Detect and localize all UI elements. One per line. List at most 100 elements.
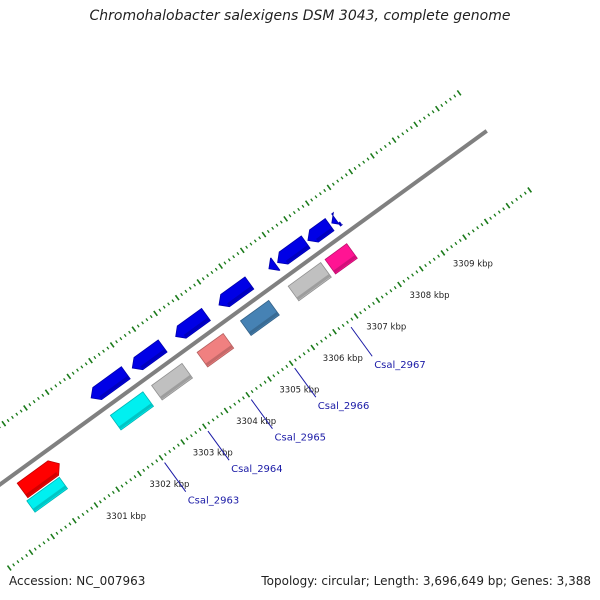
outer-tick-mark bbox=[435, 105, 440, 112]
outer-tick-mark bbox=[174, 294, 180, 301]
gene-feature-shade bbox=[25, 472, 58, 497]
gene-feature-11 bbox=[151, 362, 194, 401]
inner-tick-mark bbox=[107, 493, 111, 498]
inner-tick-mark bbox=[98, 500, 102, 504]
inner-tick-mark bbox=[527, 187, 533, 193]
gene-label[interactable]: Csal_2963 bbox=[188, 496, 240, 507]
gene-label[interactable]: Csal_2965 bbox=[275, 433, 327, 444]
inner-tick-mark bbox=[493, 213, 497, 217]
inner-tick-mark bbox=[233, 402, 237, 406]
outer-tick-mark bbox=[304, 200, 310, 207]
outer-tick-mark bbox=[171, 299, 175, 303]
tick-label: 3308 kbp bbox=[410, 291, 450, 301]
inner-tick-mark bbox=[155, 459, 159, 463]
outer-tick-mark bbox=[136, 324, 140, 328]
outer-tick-mark bbox=[63, 377, 66, 382]
inner-tick-mark bbox=[115, 486, 121, 493]
inner-tick-mark bbox=[111, 490, 115, 494]
outer-tick-mark bbox=[76, 368, 79, 372]
gene-label[interactable]: Csal_2967 bbox=[374, 360, 426, 371]
outer-tick-mark bbox=[344, 173, 348, 177]
outer-tick-mark bbox=[249, 242, 253, 246]
inner-tick-mark bbox=[267, 376, 272, 382]
inner-tick-mark bbox=[25, 553, 29, 558]
outer-tick-mark bbox=[310, 198, 314, 202]
inner-tick-mark bbox=[189, 434, 193, 438]
outer-tick-mark bbox=[196, 278, 202, 285]
outer-tick-mark bbox=[297, 207, 301, 212]
inner-tick-mark bbox=[20, 556, 24, 561]
inner-tick-mark bbox=[124, 481, 128, 485]
outer-tick-mark bbox=[32, 400, 36, 404]
gene-feature-15 bbox=[324, 243, 358, 275]
outer-tick-mark bbox=[54, 384, 58, 388]
gene-feature-shade bbox=[118, 403, 153, 430]
inner-tick-mark bbox=[332, 328, 337, 335]
gene-feature-5 bbox=[268, 257, 281, 271]
tick-label: 3306 kbp bbox=[323, 354, 363, 364]
outer-tick-mark bbox=[158, 308, 162, 312]
inner-tick-mark bbox=[450, 245, 453, 249]
outer-tick-mark bbox=[102, 349, 105, 353]
outer-tick-mark bbox=[271, 226, 275, 230]
inner-tick-mark bbox=[185, 437, 189, 441]
outer-tick-mark bbox=[401, 132, 405, 136]
inner-tick-mark bbox=[255, 386, 258, 391]
inner-tick-mark bbox=[440, 250, 446, 256]
outer-tick-mark bbox=[66, 373, 72, 380]
gene-feature-4 bbox=[218, 276, 255, 308]
gene-feature-shade bbox=[227, 285, 254, 306]
inner-tick-mark bbox=[16, 560, 20, 564]
inner-tick-mark bbox=[68, 522, 72, 526]
outer-tick-mark bbox=[232, 255, 236, 259]
outer-tick-mark bbox=[93, 355, 97, 360]
inner-tick-mark bbox=[523, 191, 527, 195]
outer-tick-mark bbox=[396, 135, 400, 139]
outer-tick-mark bbox=[239, 247, 245, 254]
outer-tick-mark bbox=[449, 97, 452, 101]
inner-tick-mark bbox=[285, 364, 289, 368]
inner-tick-mark bbox=[71, 517, 77, 524]
inner-tick-mark bbox=[216, 415, 219, 419]
inner-tick-mark bbox=[93, 502, 99, 508]
inner-tick-mark bbox=[245, 391, 251, 398]
outer-tick-mark bbox=[28, 403, 32, 407]
outer-tick-mark bbox=[44, 389, 50, 396]
gene-feature-12 bbox=[196, 332, 235, 368]
outer-tick-mark bbox=[331, 182, 335, 186]
outer-tick-mark bbox=[223, 261, 227, 265]
inner-tick-mark bbox=[237, 399, 241, 403]
topology-text: Topology: circular; Length: 3,696,649 bp… bbox=[261, 574, 591, 588]
inner-tick-mark bbox=[176, 443, 180, 447]
gene-label[interactable]: Csal_2966 bbox=[318, 401, 370, 412]
gene-feature-16 bbox=[26, 476, 69, 513]
inner-tick-mark bbox=[103, 497, 107, 501]
inner-tick-mark bbox=[385, 292, 388, 296]
inner-tick-mark bbox=[64, 525, 68, 529]
inner-tick-mark bbox=[298, 355, 302, 359]
inner-tick-mark bbox=[276, 371, 280, 375]
inner-tick-mark bbox=[38, 544, 42, 548]
inner-tick-mark bbox=[201, 423, 207, 430]
gene-feature-13 bbox=[239, 299, 280, 337]
inner-tick-mark bbox=[55, 531, 59, 535]
gene-feature-10 bbox=[109, 391, 155, 431]
inner-tick-mark bbox=[263, 380, 267, 384]
inner-tick-mark bbox=[510, 200, 514, 205]
outer-tick-mark bbox=[418, 119, 422, 123]
inner-tick-mark bbox=[467, 232, 471, 236]
outer-tick-mark bbox=[318, 192, 322, 196]
inner-tick-mark bbox=[418, 265, 424, 272]
gene-label[interactable]: Csal_2964 bbox=[231, 464, 283, 475]
inner-tick-mark bbox=[380, 295, 384, 299]
inner-tick-mark bbox=[415, 270, 419, 274]
tick-label: 3302 kbp bbox=[149, 480, 189, 490]
outer-tick-mark bbox=[423, 116, 426, 120]
inner-tick-mark bbox=[12, 563, 16, 567]
inner-tick-mark bbox=[424, 263, 427, 268]
inner-tick-mark bbox=[406, 276, 410, 280]
outer-tick-mark bbox=[109, 342, 115, 348]
inner-tick-mark bbox=[337, 326, 341, 331]
gene-feature-shade bbox=[32, 485, 67, 512]
